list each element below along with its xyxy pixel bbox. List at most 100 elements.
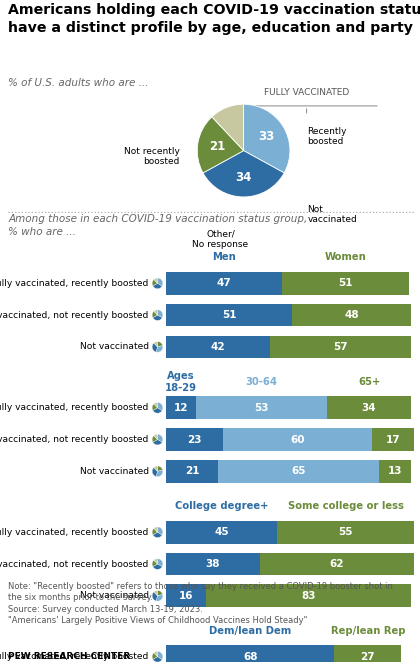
Text: Not
vaccinated: Not vaccinated <box>307 205 357 224</box>
Wedge shape <box>152 560 158 567</box>
Text: 13: 13 <box>388 466 402 477</box>
Wedge shape <box>158 559 163 567</box>
Bar <box>166 521 277 544</box>
Wedge shape <box>154 651 158 657</box>
Bar <box>379 460 411 483</box>
Bar <box>218 460 379 483</box>
Text: 51: 51 <box>338 278 353 289</box>
Bar <box>166 304 292 326</box>
Text: 47: 47 <box>217 278 231 289</box>
Wedge shape <box>203 150 284 197</box>
Bar <box>270 336 411 358</box>
Bar <box>166 428 223 451</box>
Text: Not vaccinated: Not vaccinated <box>79 342 149 352</box>
Text: % of U.S. adults who are ...: % of U.S. adults who are ... <box>8 77 149 88</box>
Wedge shape <box>158 527 163 535</box>
Wedge shape <box>197 117 244 173</box>
Text: 34: 34 <box>236 171 252 184</box>
Wedge shape <box>158 651 163 659</box>
Bar <box>166 336 270 358</box>
Wedge shape <box>152 592 158 601</box>
Text: 33: 33 <box>259 130 275 144</box>
Wedge shape <box>153 283 162 289</box>
Bar <box>196 397 327 419</box>
Text: Fully vaccinated, recently boosted: Fully vaccinated, recently boosted <box>0 528 149 537</box>
Wedge shape <box>156 346 163 352</box>
Text: 51: 51 <box>222 310 236 320</box>
Text: Ages
18-29: Ages 18-29 <box>165 371 197 393</box>
Bar <box>166 460 218 483</box>
Wedge shape <box>154 402 158 408</box>
Wedge shape <box>152 467 158 477</box>
Text: 27: 27 <box>360 651 375 662</box>
Text: 83: 83 <box>301 591 316 601</box>
Wedge shape <box>152 279 158 286</box>
Wedge shape <box>153 564 162 569</box>
Wedge shape <box>154 310 158 315</box>
Text: 65+: 65+ <box>358 377 380 387</box>
Text: Fully vaccinated, not recently boosted: Fully vaccinated, not recently boosted <box>0 559 149 569</box>
Text: 17: 17 <box>385 434 400 445</box>
Bar <box>327 397 411 419</box>
Text: 12: 12 <box>173 402 188 413</box>
Wedge shape <box>154 591 158 596</box>
Wedge shape <box>153 657 162 662</box>
Text: 21: 21 <box>185 466 199 477</box>
Wedge shape <box>154 466 158 471</box>
Text: 60: 60 <box>290 434 304 445</box>
Text: Some college or less: Some college or less <box>288 501 404 511</box>
Wedge shape <box>154 527 158 532</box>
Bar <box>166 397 196 419</box>
Wedge shape <box>152 343 158 352</box>
Text: FULLY VACCINATED: FULLY VACCINATED <box>264 88 349 97</box>
Text: Not vaccinated: Not vaccinated <box>79 591 149 600</box>
Wedge shape <box>152 311 158 318</box>
Wedge shape <box>154 278 158 283</box>
Text: 62: 62 <box>330 559 344 569</box>
Text: Fully vaccinated, recently boosted: Fully vaccinated, recently boosted <box>0 403 149 412</box>
Bar <box>166 645 334 662</box>
Bar <box>260 553 414 575</box>
Bar <box>292 304 411 326</box>
Text: Recently
boosted: Recently boosted <box>307 127 347 146</box>
Wedge shape <box>158 466 163 471</box>
Wedge shape <box>154 559 158 564</box>
Text: 38: 38 <box>206 559 220 569</box>
Text: Women: Women <box>325 252 366 262</box>
Text: Not vaccinated: Not vaccinated <box>79 467 149 476</box>
Bar <box>223 428 372 451</box>
Text: Men: Men <box>212 252 236 262</box>
Wedge shape <box>212 104 244 150</box>
Text: 57: 57 <box>333 342 348 352</box>
Wedge shape <box>152 528 158 535</box>
Text: Rep/lean Rep: Rep/lean Rep <box>331 626 405 636</box>
Text: 45: 45 <box>214 527 229 538</box>
Text: College degree+: College degree+ <box>175 501 268 511</box>
Wedge shape <box>158 310 163 318</box>
Bar <box>334 645 402 662</box>
Wedge shape <box>152 653 158 659</box>
Bar <box>166 553 260 575</box>
Text: Fully vaccinated, recently boosted: Fully vaccinated, recently boosted <box>0 652 149 661</box>
Wedge shape <box>154 434 158 440</box>
Bar <box>372 428 414 451</box>
Text: 65: 65 <box>291 466 306 477</box>
Text: Americans holding each COVID-19 vaccination status
have a distinct profile by ag: Americans holding each COVID-19 vaccinat… <box>8 3 420 34</box>
Text: 16: 16 <box>178 591 193 601</box>
Bar <box>277 521 414 544</box>
Bar <box>282 272 409 295</box>
Text: Among those in each COVID-19 vaccination status group,
% who are ...: Among those in each COVID-19 vaccination… <box>8 214 307 237</box>
Bar <box>166 585 205 607</box>
Text: Other/
No response: Other/ No response <box>192 229 249 249</box>
Text: 55: 55 <box>338 527 353 538</box>
Text: 48: 48 <box>344 310 359 320</box>
Wedge shape <box>156 470 163 477</box>
Text: PEW RESEARCH CENTER: PEW RESEARCH CENTER <box>8 652 131 661</box>
Bar <box>205 585 411 607</box>
Wedge shape <box>158 591 163 596</box>
Wedge shape <box>153 532 162 538</box>
Text: 53: 53 <box>254 402 268 413</box>
Text: Not recently
boosted: Not recently boosted <box>124 147 180 166</box>
Wedge shape <box>153 408 162 413</box>
Bar <box>166 272 282 295</box>
